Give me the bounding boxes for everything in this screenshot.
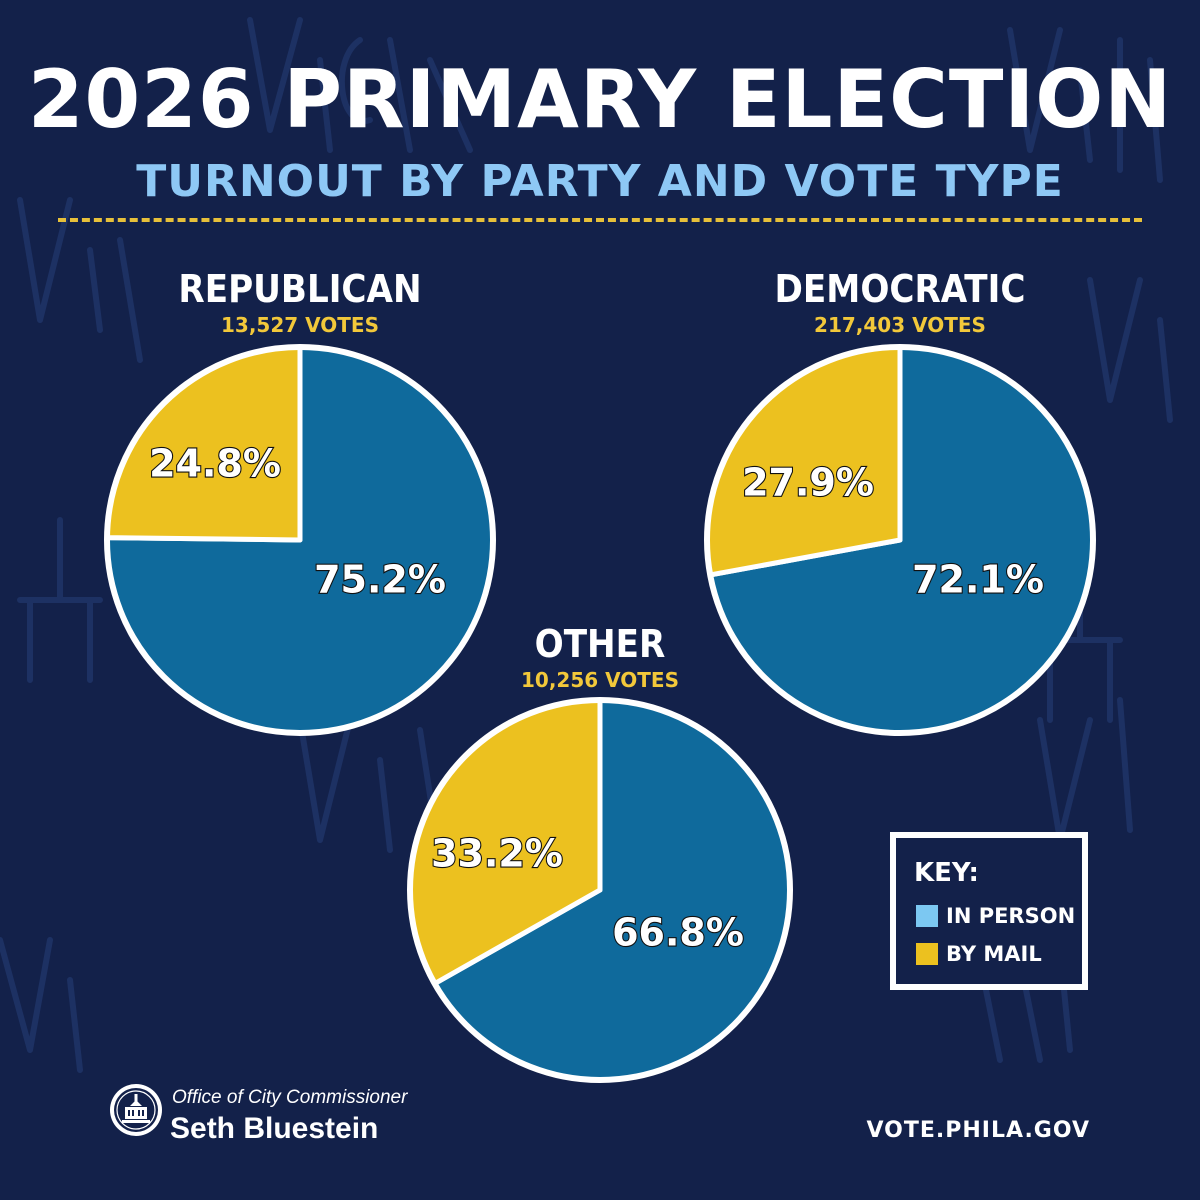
background-doodle [1087, 277, 1173, 423]
city-hall-seal-icon [110, 1084, 162, 1136]
background-doodle [17, 197, 143, 363]
democratic-pie-outline [704, 344, 1096, 736]
background-doodle [1007, 27, 1163, 183]
republican-pie-outline [104, 344, 496, 736]
republican-label-in-person: 75.2% [314, 558, 446, 602]
other-label-by-mail: 33.2% [431, 832, 563, 876]
page-subtitle: TURNOUT BY PARTY AND VOTE TYPE [136, 156, 1064, 207]
footer-url: VOTE.PHILA.GOV [866, 1118, 1090, 1143]
background-doodle [17, 517, 103, 683]
by-mail-swatch [916, 943, 938, 965]
legend-title: KEY: [914, 858, 979, 888]
footer-office: Office of City Commissioner [172, 1087, 408, 1108]
legend-item-by-mail: BY MAIL [916, 941, 1042, 967]
legend-label-by-mail: BY MAIL [946, 941, 1042, 966]
legend-item-in-person: IN PERSON [916, 903, 1075, 929]
other-title: OTHER [534, 622, 666, 666]
legend-label-in-person: IN PERSON [946, 903, 1076, 928]
democratic-label-in-person: 72.1% [912, 558, 1044, 602]
other-votes: 10,256 VOTES [521, 668, 679, 692]
other-label-in-person: 66.8% [612, 911, 744, 955]
democratic-label-by-mail: 27.9% [742, 461, 874, 505]
democratic-votes: 217,403 VOTES [814, 313, 986, 337]
legend: KEY: IN PERSON BY MAIL [890, 832, 1088, 990]
footer-name: Seth Bluestein [170, 1112, 379, 1145]
other-pie-outline [407, 697, 793, 1083]
democratic-title: DEMOCRATIC [774, 267, 1026, 311]
republican-votes: 13,527 VOTES [221, 313, 379, 337]
in-person-swatch [916, 905, 938, 927]
page-title: 2026 PRIMARY ELECTION [27, 53, 1173, 146]
republican-label-by-mail: 24.8% [149, 442, 281, 486]
dashed-divider [58, 218, 1142, 222]
background-doodle [247, 17, 473, 153]
background-doodle [0, 937, 83, 1073]
republican-title: REPUBLICAN [178, 267, 422, 311]
